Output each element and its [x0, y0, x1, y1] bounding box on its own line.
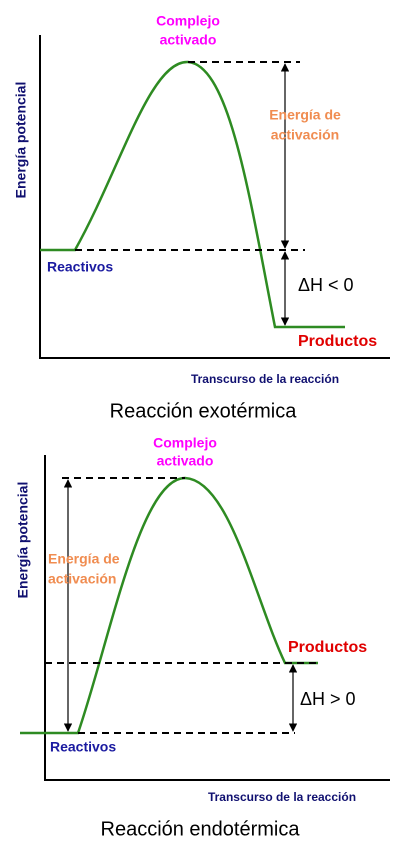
activation-label: activación — [48, 571, 116, 587]
y-axis-label: Energía potencial — [15, 482, 31, 599]
x-axis-label: Transcurso de la reacción — [208, 790, 356, 804]
axes — [44, 455, 390, 781]
peak-label: Complejo — [153, 435, 217, 451]
products-label: Productos — [288, 639, 367, 656]
endothermic-diagram: Energía potencial Complejo activado Ener… — [15, 435, 390, 840]
delta-h-label: ΔH > 0 — [300, 689, 356, 709]
delta-h-label: ΔH < 0 — [298, 275, 354, 295]
reactants-label: Reactivos — [50, 739, 116, 755]
activation-label: Energía de — [48, 551, 120, 567]
x-axis-label: Transcurso de la reacción — [191, 372, 339, 386]
caption: Reacción endotérmica — [101, 818, 301, 840]
reactants-label: Reactivos — [47, 259, 113, 275]
level-lines — [75, 61, 305, 251]
peak-label: activado — [157, 453, 214, 469]
caption: Reacción exotérmica — [110, 400, 298, 422]
energy-curve — [20, 476, 318, 735]
axes — [39, 35, 390, 359]
activation-label: activación — [271, 127, 339, 143]
y-axis-label: Energía potencial — [13, 82, 29, 199]
products-label: Productos — [298, 333, 377, 350]
peak-label: Complejo — [156, 13, 220, 29]
peak-label: activado — [160, 32, 217, 48]
level-lines — [45, 477, 318, 734]
activation-label: Energía de — [269, 107, 341, 123]
exothermic-diagram: Energía potencial Complejo activado Ener… — [13, 13, 390, 422]
